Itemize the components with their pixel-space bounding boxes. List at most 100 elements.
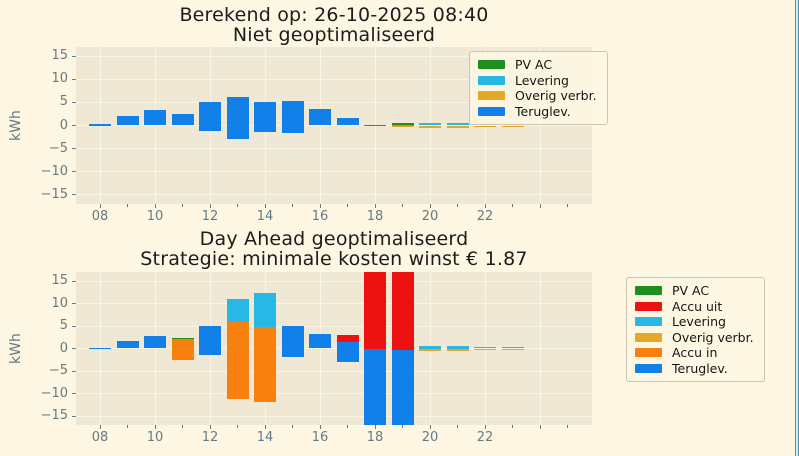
- bar-teruglev-h16: [309, 333, 331, 349]
- y-tick-label: 15: [51, 48, 68, 64]
- y-tick-label: −10: [40, 163, 68, 179]
- h-gridline: [76, 393, 592, 394]
- x-tick: [457, 204, 458, 207]
- y-tick-label: 0: [59, 340, 68, 356]
- legend-label: PV AC: [672, 283, 710, 298]
- bar-overig-verbr-h22: [474, 348, 496, 350]
- h-gridline: [76, 78, 592, 80]
- bar-accu-uit-h19: [391, 272, 414, 350]
- x-tick: [347, 425, 348, 428]
- x-tick-label: 12: [201, 209, 219, 224]
- bar-teruglev-h12: [199, 102, 221, 132]
- bar-levering-h21: [446, 122, 469, 126]
- bar-levering-h20: [419, 122, 441, 126]
- bar-teruglev-h10: [144, 335, 166, 349]
- bar-teruglev-h17: [336, 341, 359, 362]
- y-tick: [72, 280, 76, 282]
- y-tick-label: 10: [51, 71, 68, 87]
- y-tick: [72, 101, 76, 103]
- y-tick: [72, 78, 76, 80]
- legend-label: Overig verbr.: [515, 88, 597, 103]
- x-tick: [319, 204, 321, 208]
- legend-entry-overig-verbr: Overig verbr.: [478, 88, 598, 103]
- x-tick: [209, 425, 211, 429]
- bar-teruglev-h8: [89, 124, 111, 126]
- x-tick: [429, 204, 431, 208]
- x-tick: [429, 425, 431, 429]
- chart-subtitle: Strategie: minimale kosten winst € 1.87: [140, 248, 528, 270]
- legend: PV AC Accu uit Levering Overig verbr. Accu i…: [626, 277, 765, 382]
- bar-levering-h20: [419, 346, 441, 349]
- x-tick-label: 20: [421, 430, 439, 445]
- bar-overig-verbr-h23: [501, 348, 524, 350]
- x-tick: [402, 204, 403, 207]
- y-tick-label: 0: [59, 117, 68, 133]
- y-tick-label: −5: [48, 363, 68, 378]
- bar-levering-h19: [391, 124, 414, 126]
- x-tick: [484, 204, 486, 208]
- x-tick: [127, 425, 128, 428]
- legend-entry-accu-uit: Accu uit: [635, 299, 755, 314]
- y-tick-label: −15: [40, 186, 68, 202]
- bar-overig-verbr-h20: [419, 348, 441, 351]
- x-tick-label: 18: [366, 209, 384, 224]
- y-tick: [72, 325, 76, 327]
- v-gridline: [154, 272, 156, 425]
- x-tick: [99, 425, 101, 429]
- bar-accu-in-h14: [254, 327, 276, 403]
- bar-levering-h13: [226, 299, 249, 322]
- h-gridline: [76, 55, 592, 57]
- h-gridline: [76, 325, 592, 327]
- y-tick: [72, 393, 76, 394]
- legend-label: Teruglev.: [672, 360, 728, 376]
- x-tick: [182, 425, 183, 428]
- y-tick: [72, 55, 76, 57]
- x-tick: [209, 204, 211, 208]
- x-tick: [567, 425, 568, 428]
- bar-teruglev-h15: [281, 325, 304, 357]
- legend-label: Accu in: [672, 345, 718, 360]
- x-tick-label: 08: [91, 430, 109, 445]
- legend-entry-levering: Levering: [635, 314, 755, 329]
- y-tick: [72, 303, 76, 304]
- x-tick: [292, 425, 293, 428]
- bar-teruglev-h11: [171, 113, 194, 126]
- x-tick-label: 22: [476, 209, 494, 224]
- legend-swatch-overig-verbr: [635, 332, 662, 342]
- bar-teruglev-h12: [199, 326, 221, 356]
- bar-levering-h21: [446, 346, 469, 349]
- x-tick-label: 10: [146, 209, 164, 224]
- v-gridline: [539, 272, 541, 425]
- x-tick-label: 20: [421, 209, 439, 224]
- x-tick-label: 10: [146, 430, 164, 445]
- legend-swatch-pv-ac: [635, 286, 662, 295]
- y-tick: [72, 125, 76, 126]
- legend-entry-pv-ac: PV AC: [478, 57, 598, 72]
- legend-entry-levering: Levering: [478, 73, 598, 88]
- legend-swatch-pv-ac: [478, 60, 505, 69]
- legend-entry-overig-verbr: Overig verbr.: [635, 330, 755, 345]
- chart-title: Berekend op: 26-10-2025 08:40: [179, 4, 489, 26]
- x-tick-label: 22: [476, 430, 494, 445]
- legend-swatch-accu-in: [635, 348, 662, 357]
- x-tick-label: 14: [256, 430, 274, 445]
- bar-overig-verbr-h19: [391, 125, 414, 127]
- bar-accu-in-h13: [226, 321, 249, 399]
- bar-levering-h23: [501, 123, 524, 126]
- bar-teruglev-h18: [364, 124, 386, 127]
- x-tick: [264, 204, 266, 208]
- y-tick-label: −15: [40, 408, 68, 423]
- x-tick: [512, 425, 513, 428]
- chart-subtitle: Niet geoptimaliseerd: [232, 24, 436, 46]
- bar-levering-h14: [254, 293, 276, 328]
- x-tick: [292, 204, 293, 207]
- legend: PV AC Levering Overig verbr. Teruglev.: [469, 51, 608, 125]
- y-tick-label: 15: [51, 273, 68, 288]
- bar-overig-verbr-h21: [446, 125, 469, 129]
- x-tick: [182, 204, 183, 207]
- bar-levering-h22: [474, 346, 496, 349]
- bar-teruglev-h9: [116, 116, 139, 126]
- bar-accu-uit-h17: [336, 335, 359, 342]
- x-tick: [264, 425, 266, 429]
